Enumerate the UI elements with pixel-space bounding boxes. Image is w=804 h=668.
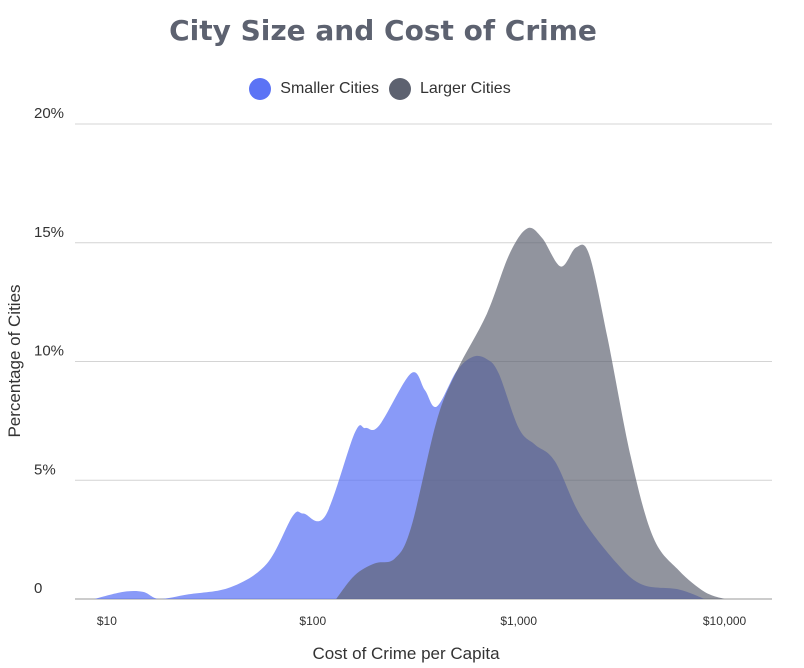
chart-areas (94, 227, 725, 599)
legend-swatch-larger-cities (388, 78, 411, 100)
legend-item-larger-cities[interactable]: Larger Cities (388, 78, 511, 100)
legend-label-larger-cities: Larger Cities (419, 80, 511, 97)
chart-title: City Size and Cost of Crime (169, 14, 597, 47)
x-tick-label-3: $10,000 (703, 614, 747, 628)
x-axis-ticks: $10 $100 $1,000 $10,000 (97, 614, 747, 628)
y-tick-label-4: 20% (34, 105, 64, 122)
y-tick-label-1: 5% (34, 461, 56, 478)
y-tick-label-0: 0 (34, 580, 42, 597)
x-tick-label-0: $10 (97, 614, 117, 628)
legend-item-smaller-cities[interactable]: Smaller Cities (249, 78, 379, 100)
chart-legend: Smaller Cities Larger Cities (0, 78, 760, 100)
area-larger-cities[interactable] (336, 227, 725, 599)
y-tick-label-2: 10% (34, 343, 64, 360)
y-axis-label: Percentage of Cities (5, 284, 24, 437)
x-axis-label: Cost of Crime per Capita (312, 644, 500, 663)
legend-label-smaller-cities: Smaller Cities (280, 80, 379, 97)
x-tick-label-1: $100 (299, 614, 326, 628)
y-axis-ticks: 0 5% 10% 15% 20% (34, 105, 64, 597)
y-tick-label-3: 15% (34, 224, 64, 241)
legend-swatch-smaller-cities (249, 78, 272, 100)
x-tick-label-2: $1,000 (500, 614, 537, 628)
